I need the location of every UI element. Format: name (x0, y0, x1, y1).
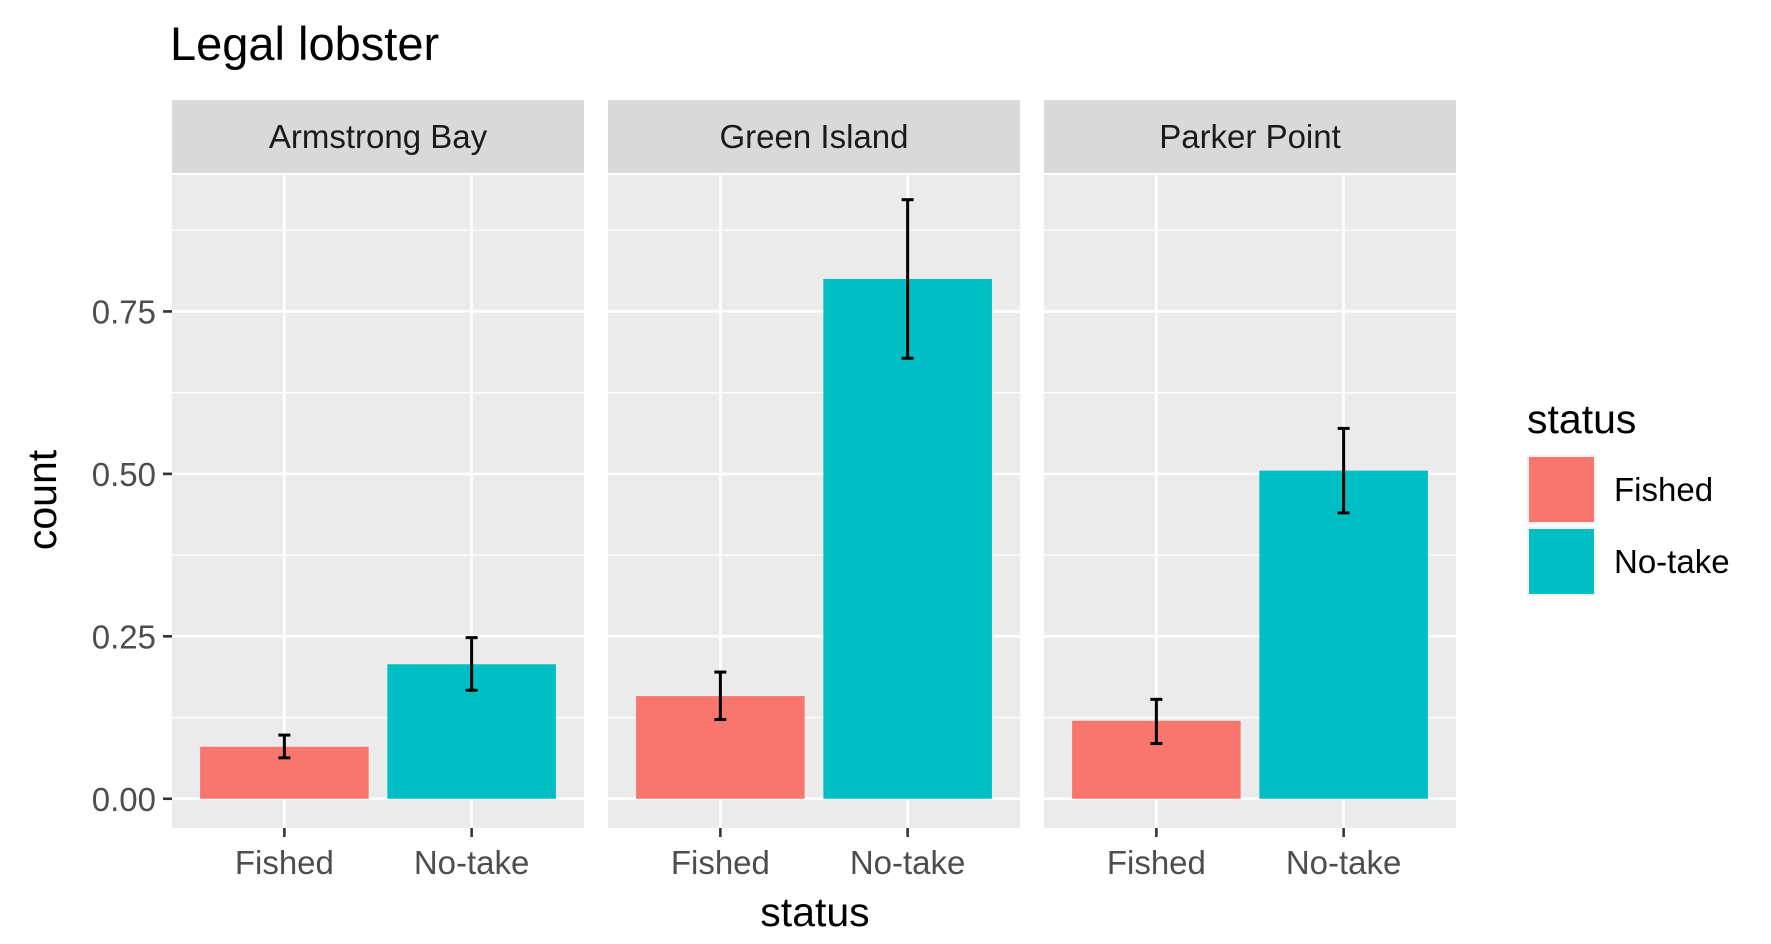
facet-strip-label: Green Island (720, 118, 909, 155)
bar-no-take-green-island (823, 278, 992, 799)
legend-title: status (1527, 396, 1636, 442)
facet-panels: Armstrong Bay Fished No-take Green Island Fi… (172, 100, 1456, 881)
facet-panel: Parker Point Fished No-take (1044, 100, 1456, 881)
y-axis-title: count (19, 449, 65, 550)
error-bar (465, 636, 478, 692)
error-bar (901, 198, 914, 360)
y-tick-label: 0.50 (92, 456, 156, 493)
facet-panel: Green Island Fished No-take (608, 100, 1020, 881)
bar-no-take-parker-point (1259, 470, 1428, 799)
error-bar (1337, 426, 1350, 515)
error-bar (1150, 697, 1163, 746)
facet-strip (608, 100, 1020, 173)
y-tick-label: 0.00 (92, 781, 156, 818)
x-axis-title: status (760, 889, 869, 935)
x-tick-label: No-take (1286, 844, 1402, 881)
y-tick-label: 0.25 (92, 618, 156, 655)
x-tick-label: No-take (850, 844, 966, 881)
chart-title: Legal lobster (170, 17, 439, 70)
y-axis: 0.00 0.25 0.50 0.75 (92, 293, 172, 818)
x-tick-label: Fished (671, 844, 770, 881)
x-tick-label: No-take (414, 844, 530, 881)
y-tick-label: 0.75 (92, 293, 156, 330)
legend-key-fished (1529, 457, 1594, 522)
facet-strip (1044, 100, 1456, 173)
facet-strip-label: Armstrong Bay (269, 118, 488, 155)
x-tick-label: Fished (235, 844, 334, 881)
error-bar (714, 670, 727, 721)
legend: status Fished No-take (1527, 396, 1730, 596)
legend-key-no-take (1529, 529, 1594, 594)
error-bar (278, 733, 291, 760)
legend-label: Fished (1614, 471, 1713, 508)
facet-panel: Armstrong Bay Fished No-take (172, 100, 584, 881)
x-tick-label: Fished (1107, 844, 1206, 881)
facet-strip (172, 100, 584, 173)
legend-label: No-take (1614, 543, 1730, 580)
facet-strip-label: Parker Point (1159, 118, 1341, 155)
